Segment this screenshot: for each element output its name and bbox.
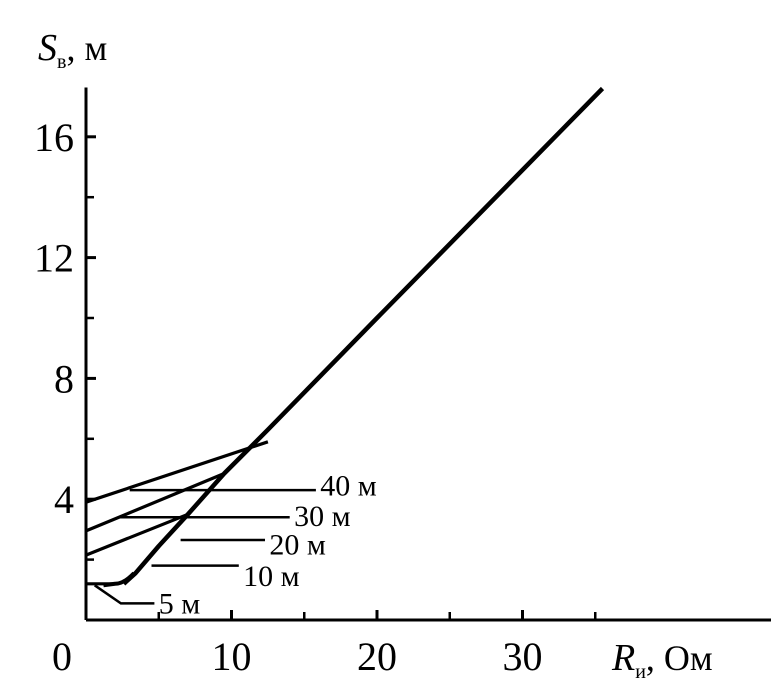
- series-line: [85, 472, 225, 533]
- annotation-leaders: [93, 488, 316, 605]
- annotation-label: 10 м: [243, 560, 300, 593]
- y-axis-label: Sв, м: [38, 27, 107, 73]
- y-tick-label: 16: [34, 115, 74, 160]
- y-tick-label: 12: [34, 236, 74, 281]
- main-curve-hook: [103, 571, 136, 588]
- annotation-label: 40 м: [320, 470, 377, 503]
- x-tick-label: 0: [52, 634, 72, 679]
- annotation-leader: [93, 584, 155, 605]
- annotation-label: 30 м: [294, 500, 351, 533]
- y-tick-label: 8: [54, 356, 74, 401]
- main-curve: [122, 86, 605, 586]
- series-line: [85, 440, 269, 504]
- x-tick-label: 10: [212, 634, 252, 679]
- y-tick-label: 4: [54, 477, 74, 522]
- series-lines: [85, 86, 605, 588]
- annotation-label: 20 м: [269, 529, 326, 562]
- axes: [84, 87, 771, 622]
- series-line: [85, 512, 189, 557]
- x-axis-label: Rи, Ом: [611, 637, 713, 683]
- ticks: [86, 135, 597, 620]
- x-tick-label: 30: [503, 634, 543, 679]
- annotation-label: 5 м: [159, 587, 201, 620]
- x-tick-label: 20: [357, 634, 397, 679]
- labels: 4 8 12 16 0 10 20 30 5 м 10 м20 м30 м40 м: [34, 115, 543, 679]
